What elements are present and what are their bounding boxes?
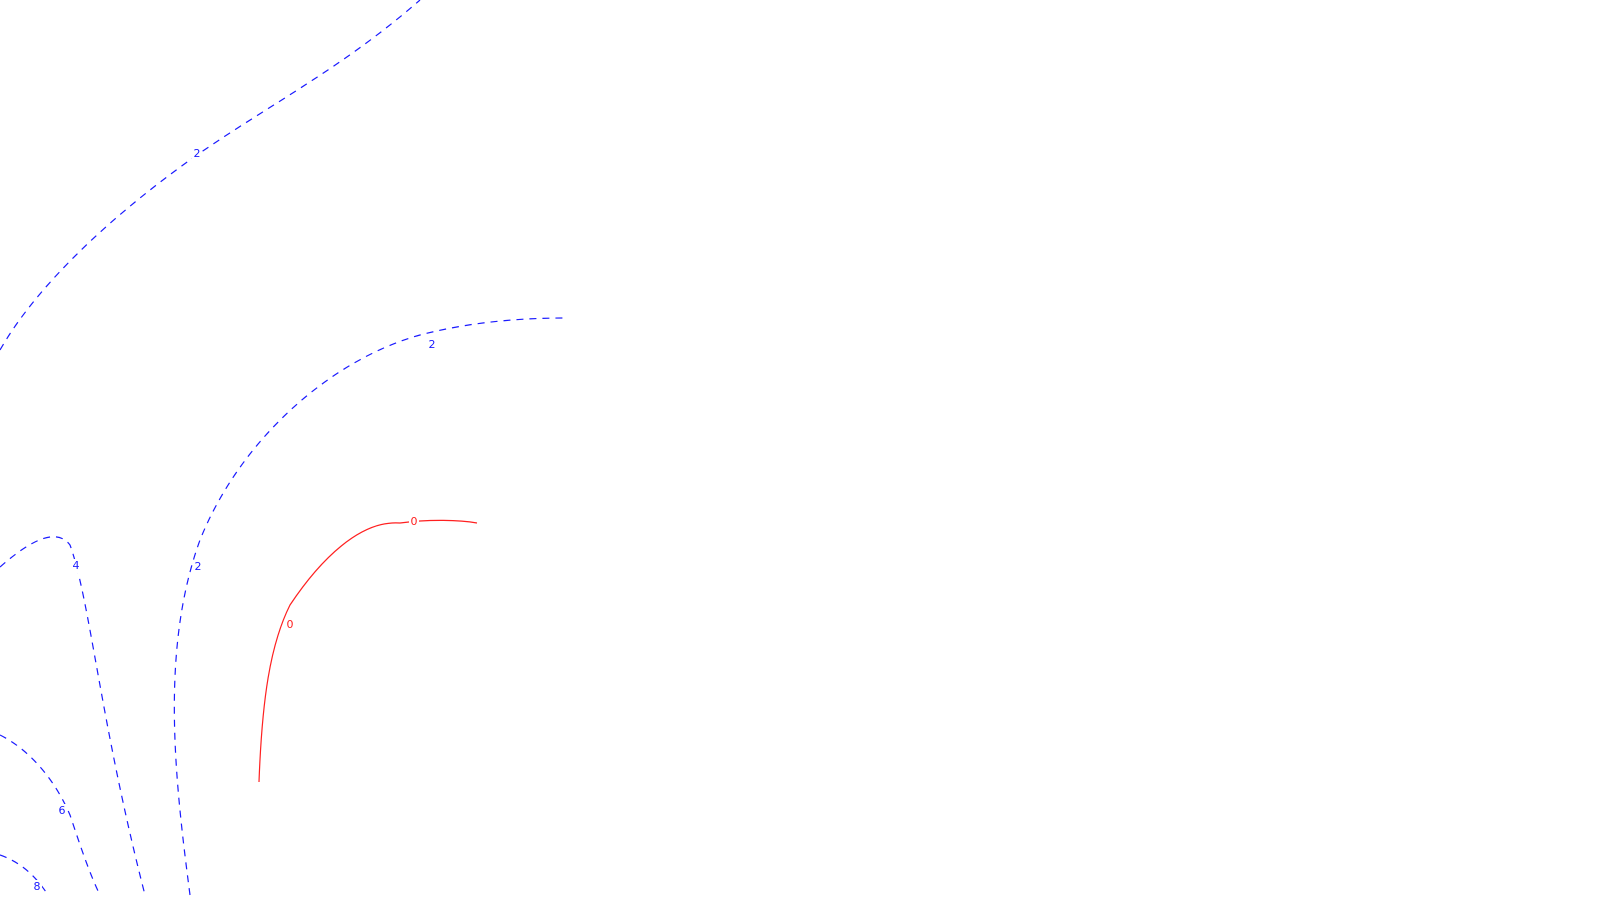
contour-line-level-2	[173, 317, 566, 896]
contour-label-background	[71, 559, 81, 573]
contour-lines	[0, 0, 566, 896]
contour-label-background	[285, 618, 295, 632]
contour-label: 2	[429, 338, 436, 351]
contour-label-background	[409, 515, 419, 529]
contour-label: 2	[194, 147, 201, 160]
contour-label-background	[427, 338, 437, 352]
contour-label-background	[193, 560, 203, 574]
contour-label-background	[57, 804, 67, 818]
contour-line-level-0	[258, 519, 478, 783]
contour-labels: 2 2 2 0 0 4 6 8	[32, 147, 437, 894]
contour-line-level-6	[0, 734, 101, 896]
contour-line-level-2	[0, 0, 421, 351]
contour-label: 0	[411, 515, 418, 528]
contour-label: 8	[34, 880, 41, 893]
contour-label: 2	[195, 560, 202, 573]
contour-label-background	[32, 880, 42, 894]
contour-line-level-8	[0, 854, 49, 896]
contour-label: 0	[287, 618, 294, 631]
contour-label: 6	[59, 804, 66, 817]
contour-line-level-4	[0, 536, 146, 896]
contour-label-background	[192, 147, 202, 161]
contour-label: 4	[73, 559, 80, 572]
